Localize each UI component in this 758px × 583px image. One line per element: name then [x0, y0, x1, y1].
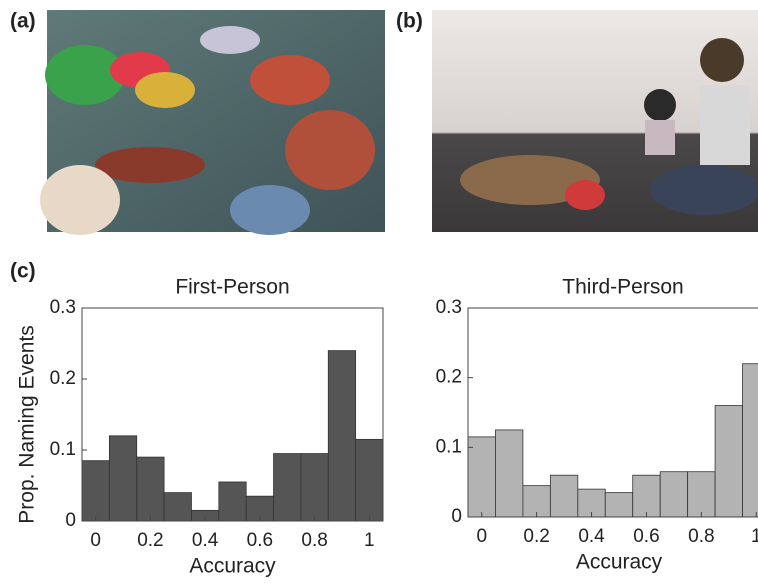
x-tick-label: 0.6	[247, 530, 273, 551]
y-tick-label: 0	[65, 510, 76, 531]
bar	[356, 439, 383, 521]
figure: (a) (b) (c) 0 0.1 0.2 0.3 0 0.2 0.4 0.6 0.8 1 Firs…	[0, 0, 758, 583]
y-tick-label: 0.2	[50, 368, 76, 389]
x-tick-label: 0.4	[578, 526, 605, 547]
bar	[219, 482, 246, 521]
y-tick-label: 0.1	[50, 439, 76, 460]
panel-label: (a)	[10, 10, 36, 33]
y-tick-label: 0	[451, 506, 462, 527]
x-tick-label: 0.2	[523, 526, 549, 547]
panel-label: (b)	[396, 10, 423, 33]
photo-a	[40, 10, 385, 235]
photo-b	[432, 10, 758, 232]
x-tick-label: 0	[476, 526, 487, 547]
chart-title: Third-Person	[562, 276, 683, 299]
y-tick-label: 0.3	[436, 297, 462, 318]
bar	[82, 461, 109, 521]
x-tick-label: 0.8	[688, 526, 714, 547]
x-tick-label: 0.2	[137, 530, 163, 551]
x-tick-label: 0.6	[633, 526, 659, 547]
y-tick-label: 0.2	[436, 367, 462, 388]
panel-label: (c)	[10, 260, 36, 283]
bar	[328, 351, 355, 521]
y-tick-label: 0.1	[436, 436, 462, 457]
bar	[605, 493, 632, 517]
y-tick-label: 0.3	[50, 297, 76, 318]
x-tick-label: 0	[90, 530, 101, 551]
x-axis-label: Accuracy	[189, 555, 276, 578]
bar	[660, 472, 687, 517]
bar	[468, 437, 495, 517]
bar	[164, 493, 191, 521]
bar	[274, 454, 301, 521]
bar	[109, 436, 136, 521]
bar	[137, 457, 164, 521]
chart-title: First-Person	[175, 276, 289, 299]
bar	[688, 472, 715, 517]
bar	[550, 475, 577, 517]
bar	[301, 454, 328, 521]
bar	[495, 430, 522, 517]
x-tick-label: 1	[364, 530, 375, 551]
y-axis-label: Prop. Naming Events	[16, 325, 39, 523]
x-tick-label: 0.8	[301, 530, 327, 551]
x-tick-label: 0.4	[192, 530, 219, 551]
bar	[743, 364, 758, 517]
x-tick-label: 1	[751, 526, 758, 547]
bar	[633, 475, 660, 517]
x-axis-label: Accuracy	[576, 551, 663, 574]
bar	[715, 406, 742, 517]
